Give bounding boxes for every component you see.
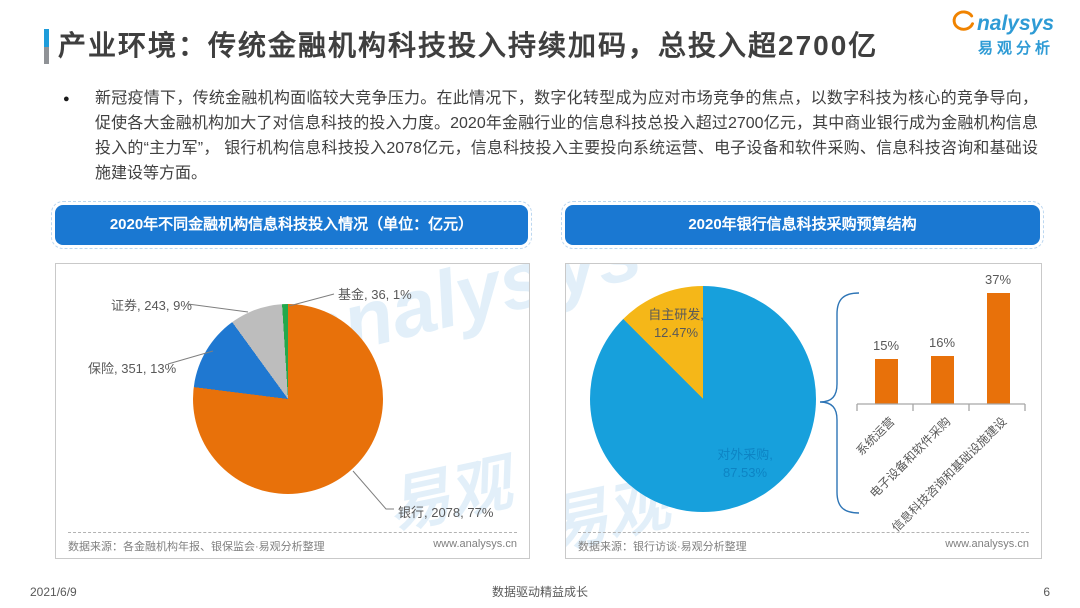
footer-date: 2021/6/9	[30, 584, 77, 599]
logo-brand-text: nalysys	[976, 12, 1054, 35]
source-row: 数据来源：各金融机构年报、银保监会·易观分析整理 www.analysys.cn	[68, 532, 517, 554]
source-row: 数据来源：银行访谈·易观分析整理 www.analysys.cn	[578, 532, 1029, 554]
bar-rect	[986, 293, 1010, 404]
pie-label-funds: 基金, 36, 1%	[338, 287, 412, 302]
right-chart-banner: 2020年银行信息科技采购预算结构	[561, 201, 1044, 249]
page-title: 产业环境：传统金融机构科技投入持续加码，总投入超2700亿	[58, 30, 879, 61]
analysys-logo: nalysys 易观分析	[950, 10, 1054, 58]
bar-group-hardware-software: 16%	[912, 335, 972, 404]
bar-value-label: 16%	[928, 335, 956, 350]
pie-label-self-developed: 自主研发, 12.47%	[648, 307, 704, 340]
bar-group-system-ops: 15%	[856, 338, 916, 404]
bar-group-consulting-infra: 37%	[968, 272, 1028, 404]
bar-axis	[856, 403, 1026, 411]
bullet-icon: ●	[63, 93, 70, 105]
pie-label-banks: 银行, 2078, 77%	[398, 505, 494, 520]
bar-value-label: 15%	[872, 338, 900, 353]
data-source-text: 数据来源：各金融机构年报、银保监会·易观分析整理	[68, 541, 325, 553]
footer-page-number: 6	[1043, 584, 1050, 599]
watermark-cn: 易观	[381, 448, 518, 542]
footer-slogan: 数据驱动精益成长	[491, 585, 588, 599]
data-source-text: 数据来源：银行访谈·易观分析整理	[578, 541, 747, 553]
bar-rect	[930, 356, 954, 404]
title-accent-bar	[44, 29, 49, 64]
slide-footer: 2021/6/9 数据驱动精益成长 6	[30, 583, 1050, 600]
pie-label-external-procurement: 对外采购, 87.53%	[717, 447, 773, 480]
institutions-pie	[193, 304, 383, 494]
analysys-swirl-icon	[952, 10, 974, 31]
website-text: www.analysys.cn	[945, 538, 1029, 550]
right-chart-panel: analysys 易观 自主研发, 12.47% 对外采购, 87.53% 15…	[565, 263, 1042, 559]
bar-value-label: 37%	[984, 272, 1012, 287]
pie-label-securities: 证券, 243, 9%	[111, 298, 192, 313]
summary-text: 新冠疫情下，传统金融机构面临较大竞争压力。在此情况下，数字化转型成为应对市场竞争…	[95, 90, 1038, 182]
pie-label-insurance: 保险, 351, 13%	[88, 361, 177, 376]
left-chart-banner: 2020年不同金融机构信息科技投入情况（单位：亿元）	[51, 201, 532, 249]
website-text: www.analysys.cn	[433, 538, 517, 550]
summary-block: ● 新冠疫情下，传统金融机构面临较大竞争压力。在此情况下，数字化转型成为应对市场…	[63, 86, 1038, 186]
bar-rect	[874, 359, 898, 404]
logo-brand-cn: 易观分析	[977, 40, 1054, 57]
left-chart-panel: analysys 易观 证券, 243, 9% 基金, 36, 1% 保险, 3…	[55, 263, 530, 559]
procurement-pie	[590, 286, 816, 512]
